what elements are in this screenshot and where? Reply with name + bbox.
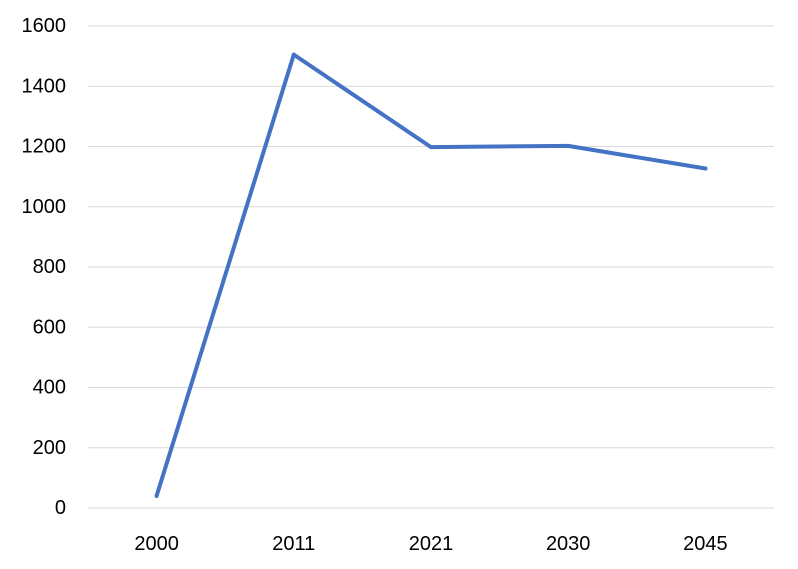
y-tick-label: 800 — [33, 256, 66, 278]
x-axis-tick-labels: 2000 2011 2021 2030 2045 — [134, 533, 727, 555]
data-point — [566, 143, 571, 148]
series-lines — [154, 52, 708, 498]
x-tick-label: 2000 — [134, 533, 179, 555]
y-tick-label: 1600 — [22, 15, 67, 37]
y-tick-label: 0 — [55, 497, 66, 519]
data-point — [703, 166, 708, 171]
y-tick-label: 200 — [33, 437, 66, 459]
y-tick-label: 1000 — [22, 196, 67, 218]
data-point — [154, 493, 159, 498]
gridlines — [88, 25, 774, 509]
y-tick-label: 1200 — [22, 136, 67, 158]
x-tick-label: 2021 — [409, 533, 454, 555]
y-tick-label: 600 — [33, 316, 66, 338]
y-tick-label: 1400 — [22, 75, 67, 97]
x-tick-label: 2045 — [683, 533, 728, 555]
x-tick-label: 2011 — [272, 533, 315, 555]
y-tick-label: 400 — [33, 377, 66, 399]
data-point — [429, 145, 433, 150]
x-tick-label: 2030 — [546, 533, 591, 555]
y-axis-tick-labels: 0 200 400 600 800 1000 1200 1400 1600 — [22, 15, 67, 519]
data-point — [291, 52, 296, 57]
series-line — [154, 52, 708, 498]
